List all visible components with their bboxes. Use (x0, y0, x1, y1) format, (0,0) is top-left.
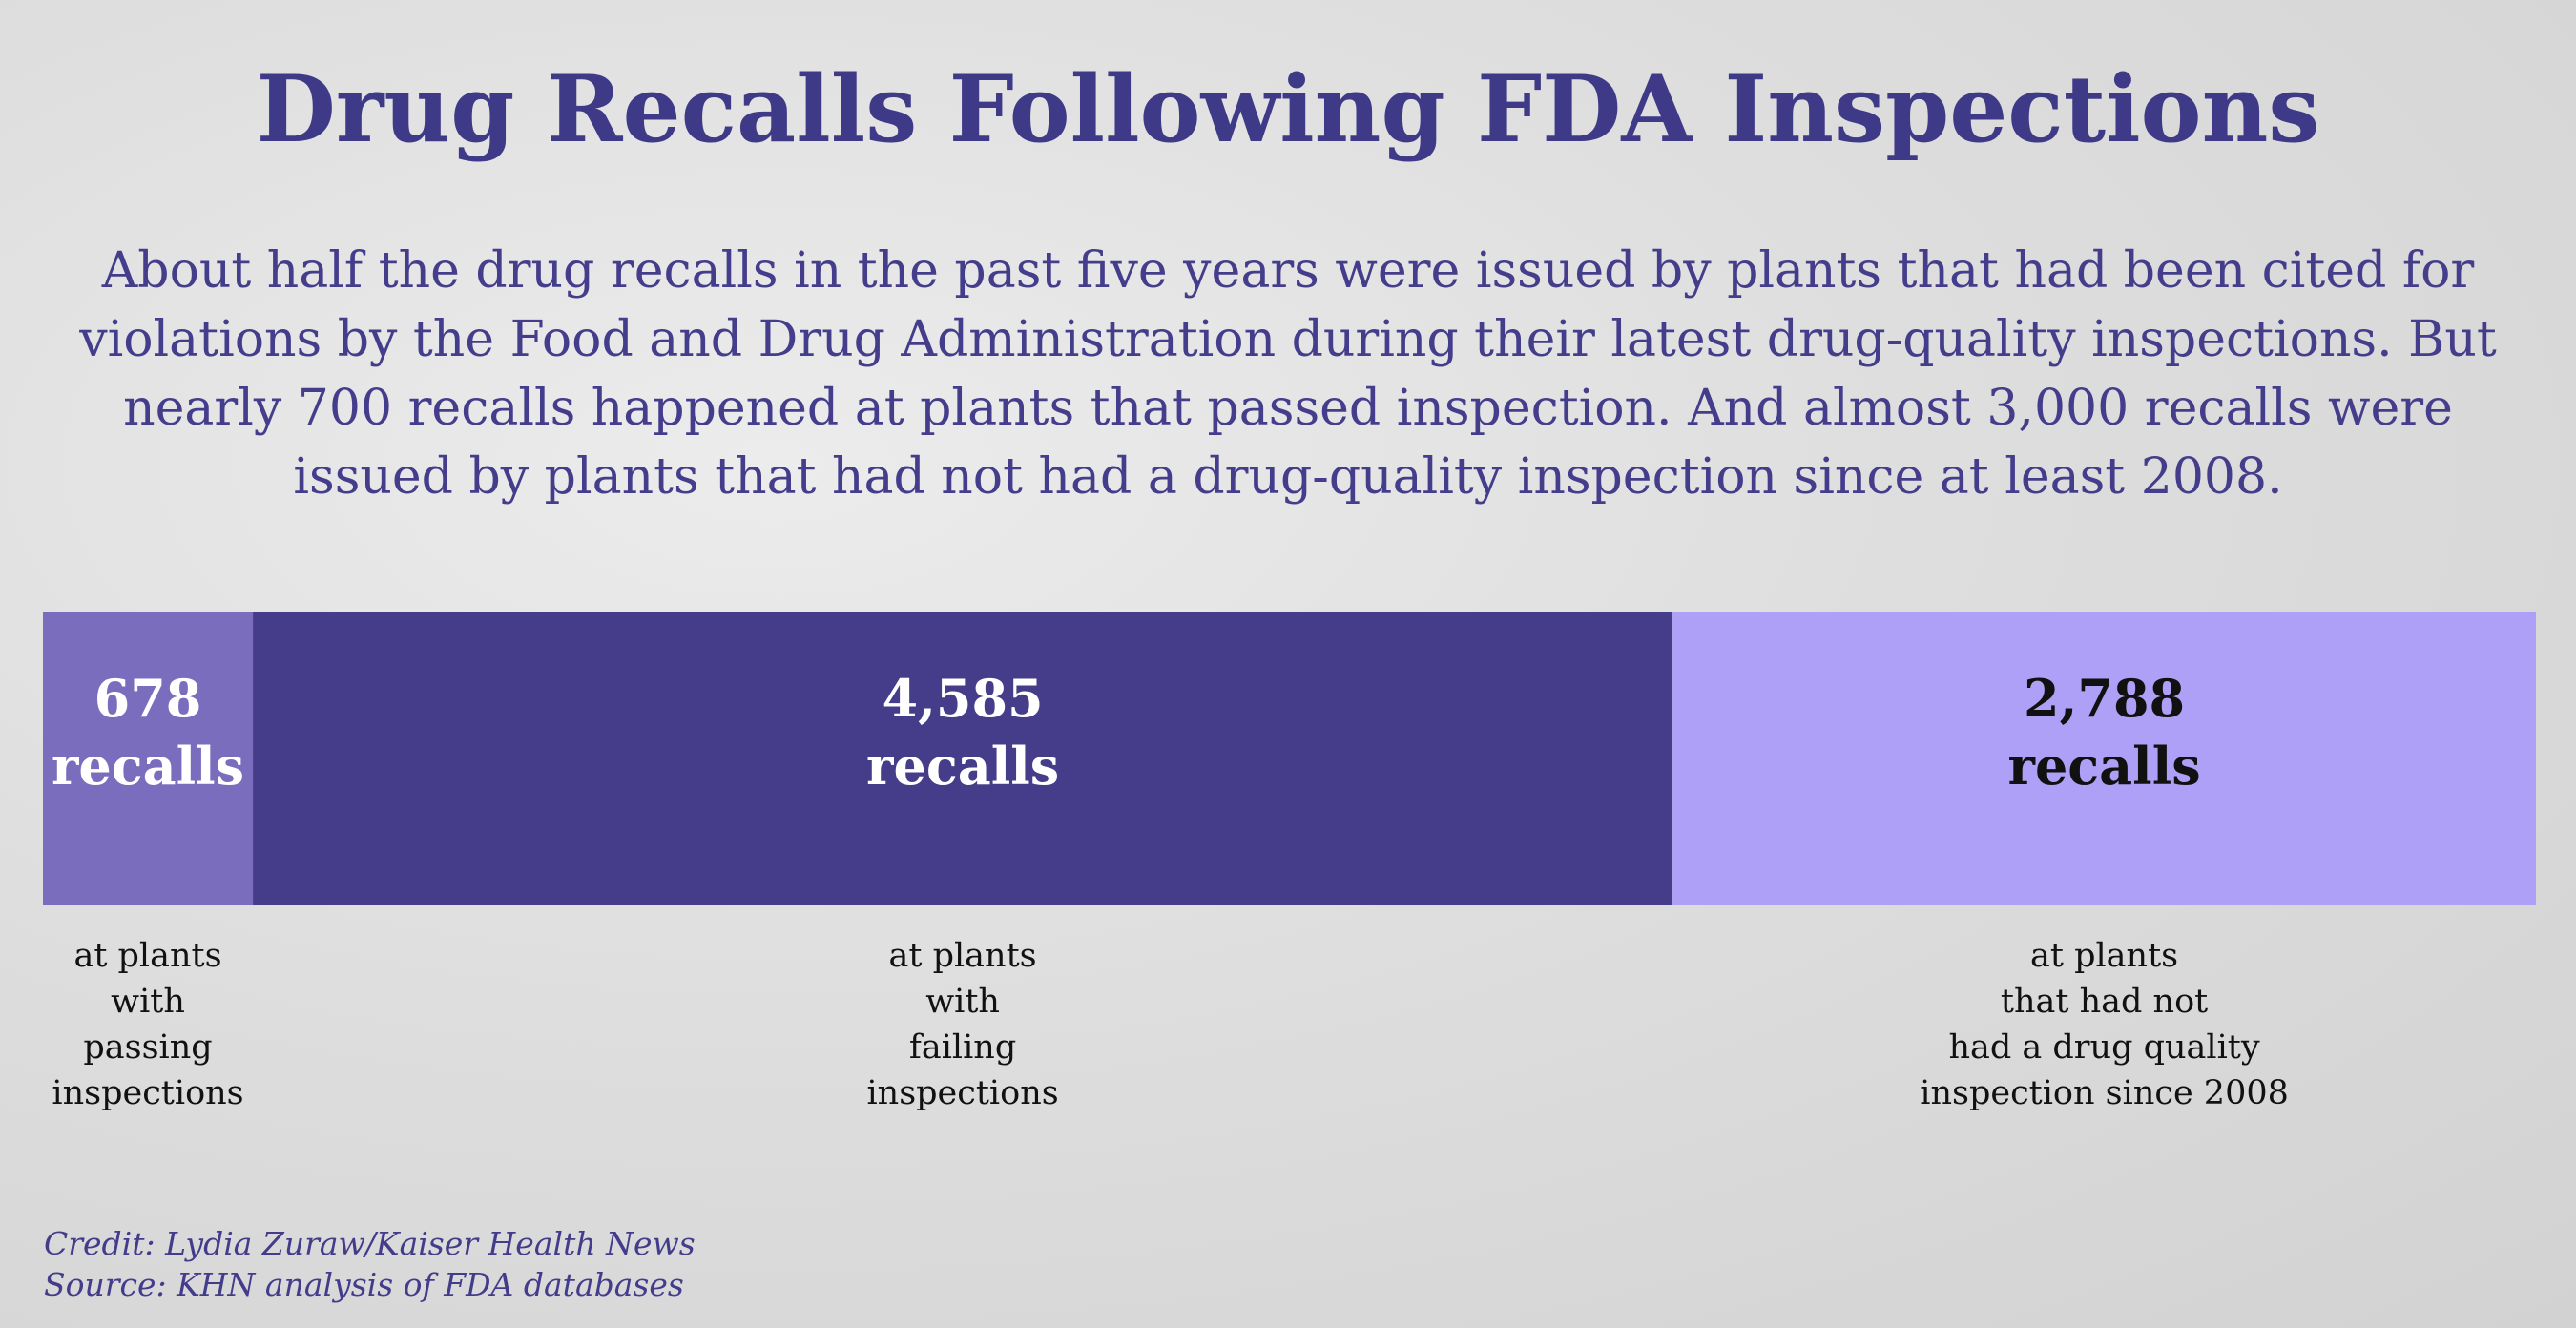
credit-block: Credit: Lydia Zuraw/Kaiser Health News S… (44, 1223, 696, 1305)
unit-label-passing: recalls (52, 736, 244, 797)
category-label-passing: at plants with passing inspections (52, 937, 243, 1112)
unit-label-failing: recalls (866, 736, 1059, 797)
chart-title: Drug Recalls Following FDA Inspections (256, 55, 2320, 163)
category-label-line: had a drug quality (1948, 1028, 2259, 1067)
category-label-line: failing (909, 1028, 1016, 1067)
bar-segment-failing (253, 612, 1673, 905)
category-label-line: at plants (2030, 937, 2178, 975)
category-label-line: inspections (866, 1074, 1058, 1112)
category-label-line: passing (83, 1028, 212, 1067)
category-label-line: inspection since 2008 (1920, 1074, 2289, 1112)
category-label-line: that had not (2001, 983, 2208, 1021)
chart-subtitle: About half the drug recalls in the past … (79, 242, 2497, 506)
value-label-no-inspection: 2,788 (2024, 668, 2185, 729)
bar-segment-no-inspection (1672, 612, 2536, 905)
category-label-line: inspections (52, 1074, 243, 1112)
value-label-failing: 4,585 (883, 668, 1044, 729)
category-label-line: with (111, 983, 185, 1021)
category-label-line: at plants (73, 937, 221, 975)
category-label-line: with (925, 983, 1000, 1021)
credit-line: Credit: Lydia Zuraw/Kaiser Health News (44, 1225, 696, 1262)
category-label-line: at plants (889, 937, 1037, 975)
category-label-failing: at plants with failing inspections (866, 937, 1058, 1112)
source-line: Source: KHN analysis of FDA databases (44, 1266, 684, 1303)
category-label-no-inspection: at plants that had not had a drug quality i… (1920, 937, 2289, 1112)
value-label-passing: 678 (94, 668, 202, 729)
bar-segment-passing (43, 612, 254, 905)
unit-label-no-inspection: recalls (2008, 736, 2201, 797)
